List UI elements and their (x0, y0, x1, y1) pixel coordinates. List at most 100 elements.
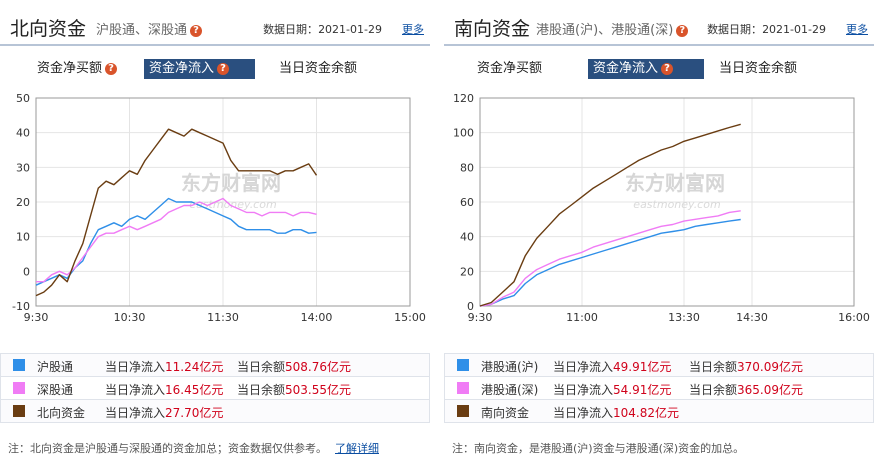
legend-flow: 当日净流入49.91亿元 (553, 358, 671, 375)
legend-balance: 当日余额365.09亿元 (689, 381, 803, 398)
north-title: 北向资金 (10, 18, 87, 40)
tab-label: 资金净流入 (593, 61, 659, 76)
x-tick-label: 16:00 (838, 311, 870, 324)
series-line-2 (479, 123, 741, 307)
tab-label: 资金净买额 (37, 61, 103, 76)
bal-value: 508.76 (285, 360, 328, 374)
note-text: 注：北向资金是沪股通与深股通的资金加总；资金数据仅供参考。 (8, 442, 327, 455)
tab-net-inflow[interactable]: 资金净流入? (144, 59, 255, 79)
x-tick-label: 15:00 (394, 311, 426, 324)
help-icon[interactable]: ? (190, 25, 203, 37)
south-chart: 东方财富网 eastmoney.com 0 20 40 60 80 100 120 9:30 11:… (453, 92, 870, 324)
help-icon[interactable]: ? (661, 63, 674, 75)
legend-name: 港股通(沪) (481, 360, 539, 374)
legend-balance: 当日余额508.76亿元 (237, 358, 351, 375)
legend-swatch (457, 405, 469, 417)
north-chart: 东方财富网 eastmoney.com -10 0 10 20 30 40 50 9:30 10:3… (12, 92, 426, 324)
south-header: 南向资金 港股通(沪)、港股通(深)? 数据日期：2021-01-29 更多 (444, 0, 874, 46)
bal-unit: 亿元 (779, 360, 804, 374)
plot-frame (479, 97, 855, 307)
south-tabs: 资金净买额 资金净流入? 当日资金余额 (444, 59, 874, 81)
x-tick-label: 11:00 (566, 311, 598, 324)
flow-value: 54.91 (613, 383, 648, 397)
flow-unit: 亿元 (647, 360, 672, 374)
bal-value: 370.09 (737, 360, 780, 374)
tab-balance[interactable]: 当日资金余额 (279, 61, 358, 76)
bal-unit: 亿元 (327, 383, 352, 397)
south-panel: 南向资金 港股通(沪)、港股通(深)? 数据日期：2021-01-29 更多 资… (444, 0, 874, 468)
tab-label: 资金净流入 (149, 61, 215, 76)
bal-label: 当日余额 (689, 360, 738, 374)
y-tick-label: 0 (467, 300, 474, 313)
south-subtitle-text: 港股通(沪)、港股通(深) (536, 23, 674, 38)
date-label: 数据日期： (707, 23, 763, 36)
note-text: 注：南向资金，是港股通(沪)资金与港股通(深)资金的加总。 (452, 442, 745, 455)
y-tick-label: 40 (16, 127, 30, 140)
x-tick-label: 9:30 (24, 311, 49, 324)
date-value: 2021-01-29 (762, 23, 826, 36)
y-tick-label: 0 (23, 265, 30, 278)
tab-balance[interactable]: 当日资金余额 (719, 61, 798, 76)
north-panel: 北向资金 沪股通、深股通? 数据日期：2021-01-29 更多 资金净买额? … (0, 0, 430, 468)
flow-value: 27.70 (165, 406, 200, 420)
y-tick-label: 80 (460, 161, 474, 174)
south-legend: 港股通(沪) 当日净流入49.91亿元 当日余额370.09亿元 港股通(深) … (444, 353, 874, 423)
legend-name: 南向资金 (481, 406, 530, 420)
y-tick-label: 30 (16, 161, 30, 174)
flow-label: 当日净流入 (105, 360, 166, 374)
legend-row-sh: 沪股通 当日净流入11.24亿元 当日余额508.76亿元 (0, 353, 430, 376)
x-tick-label: 13:30 (668, 311, 700, 324)
tab-net-buy[interactable]: 资金净买额? (32, 59, 122, 79)
bal-label: 当日余额 (237, 360, 286, 374)
y-tick-label: 20 (460, 265, 474, 278)
legend-row-hk-sz: 港股通(深) 当日净流入54.91亿元 当日余额365.09亿元 (444, 376, 874, 399)
north-subtitle-text: 沪股通、深股通 (96, 23, 188, 38)
south-date: 数据日期：2021-01-29 (707, 21, 826, 37)
learn-more-link[interactable]: 了解详细 (335, 442, 379, 455)
y-tick-label: 20 (16, 196, 30, 209)
flow-unit: 亿元 (647, 383, 672, 397)
flow-label: 当日净流入 (105, 383, 166, 397)
series-line-0 (35, 197, 317, 286)
flow-unit: 亿元 (199, 383, 224, 397)
legend-row-sz: 深股通 当日净流入16.45亿元 当日余额503.55亿元 (0, 376, 430, 399)
watermark-sub: eastmoney.com (633, 198, 720, 211)
flow-unit: 亿元 (199, 406, 224, 420)
legend-row-hk-sh: 港股通(沪) 当日净流入49.91亿元 当日余额370.09亿元 (444, 353, 874, 376)
south-more-link[interactable]: 更多 (846, 23, 868, 36)
south-title: 南向资金 (454, 18, 531, 40)
series-line-0 (479, 218, 741, 307)
series-line-1 (479, 210, 741, 307)
north-date: 数据日期：2021-01-29 (263, 21, 382, 37)
y-tick-label: 120 (453, 92, 474, 105)
legend-swatch (13, 405, 25, 417)
watermark-sub: eastmoney.com (189, 198, 276, 211)
legend-flow: 当日净流入54.91亿元 (553, 381, 671, 398)
flow-value: 11.24 (165, 360, 200, 374)
help-icon[interactable]: ? (217, 63, 230, 75)
series-line-2 (35, 128, 318, 297)
legend-swatch (457, 359, 469, 371)
legend-name: 港股通(深) (481, 383, 539, 397)
x-tick-label: 14:00 (301, 311, 333, 324)
tab-net-buy[interactable]: 资金净买额 (477, 61, 543, 76)
legend-balance: 当日余额370.09亿元 (689, 358, 803, 375)
watermark: 东方财富网 (625, 171, 725, 195)
tab-net-inflow[interactable]: 资金净流入? (588, 59, 704, 79)
help-icon[interactable]: ? (105, 63, 118, 75)
y-tick-label: -10 (12, 300, 30, 313)
help-icon[interactable]: ? (676, 25, 689, 37)
bal-label: 当日余额 (689, 383, 738, 397)
x-tick-label: 10:30 (114, 311, 146, 324)
watermark: 东方财富网 (181, 171, 281, 195)
north-tabs: 资金净买额? 资金净流入? 当日资金余额 (0, 59, 430, 81)
series-line-1 (36, 197, 317, 283)
date-label: 数据日期： (263, 23, 319, 36)
flow-value: 104.82 (613, 406, 656, 420)
legend-flow: 当日净流入16.45亿元 (105, 381, 223, 398)
x-tick-label: 14:30 (736, 311, 768, 324)
y-tick-label: 40 (460, 231, 474, 244)
north-more-link[interactable]: 更多 (402, 23, 424, 36)
flow-label: 当日净流入 (553, 360, 614, 374)
y-tick-label: 60 (460, 196, 474, 209)
